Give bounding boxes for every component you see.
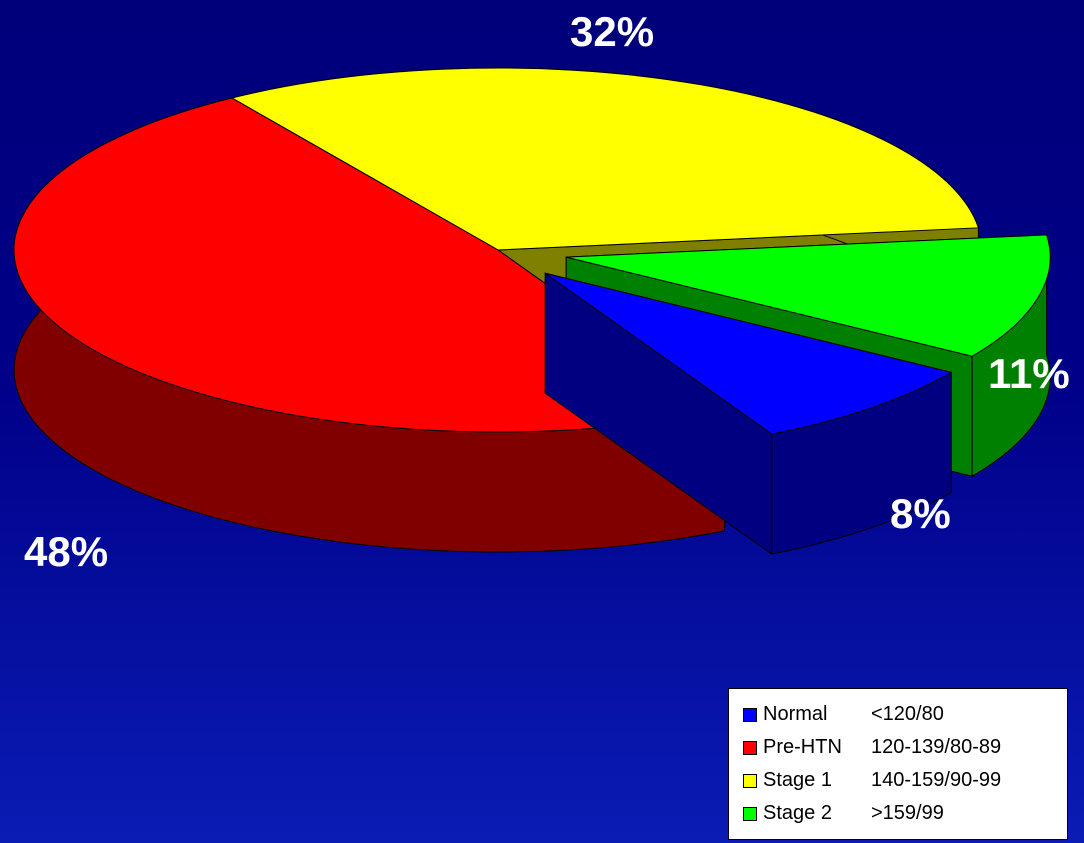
legend-name-pre-htn: Pre-HTN <box>763 736 842 758</box>
label-stage-2-pct: 11% <box>988 350 1070 397</box>
legend-range-pre-htn: 120-139/80-89 <box>871 736 1002 758</box>
legend-range-normal: <120/80 <box>871 703 944 725</box>
legend-swatch-normal <box>743 707 757 722</box>
legend-swatch-stage-2 <box>743 806 757 821</box>
legend-swatch-stage-1 <box>743 773 757 788</box>
label-normal-pct: 8% <box>890 490 951 537</box>
pie-slice-normal <box>544 272 953 556</box>
legend-name-normal: Normal <box>763 703 828 725</box>
legend-range-stage-2: >159/99 <box>871 802 944 824</box>
legend-name-stage-2: Stage 2 <box>763 802 832 824</box>
legend-item-stage-2: Stage 2 >159/99 <box>743 797 1067 830</box>
label-stage-1-pct: 32% <box>570 8 655 55</box>
legend-name-stage-1: Stage 1 <box>763 769 832 791</box>
legend: Normal <120/80 Pre-HTN 120-139/80-89 Sta… <box>728 688 1068 840</box>
label-pre-htn-pct: 48% <box>24 528 109 575</box>
legend-item-stage-1: Stage 1 140-159/90-99 <box>743 764 1067 797</box>
legend-range-stage-1: 140-159/90-99 <box>871 769 1002 791</box>
legend-item-normal: Normal <120/80 <box>743 698 1067 731</box>
legend-item-pre-htn: Pre-HTN 120-139/80-89 <box>743 731 1067 764</box>
legend-swatch-pre-htn <box>743 740 757 755</box>
